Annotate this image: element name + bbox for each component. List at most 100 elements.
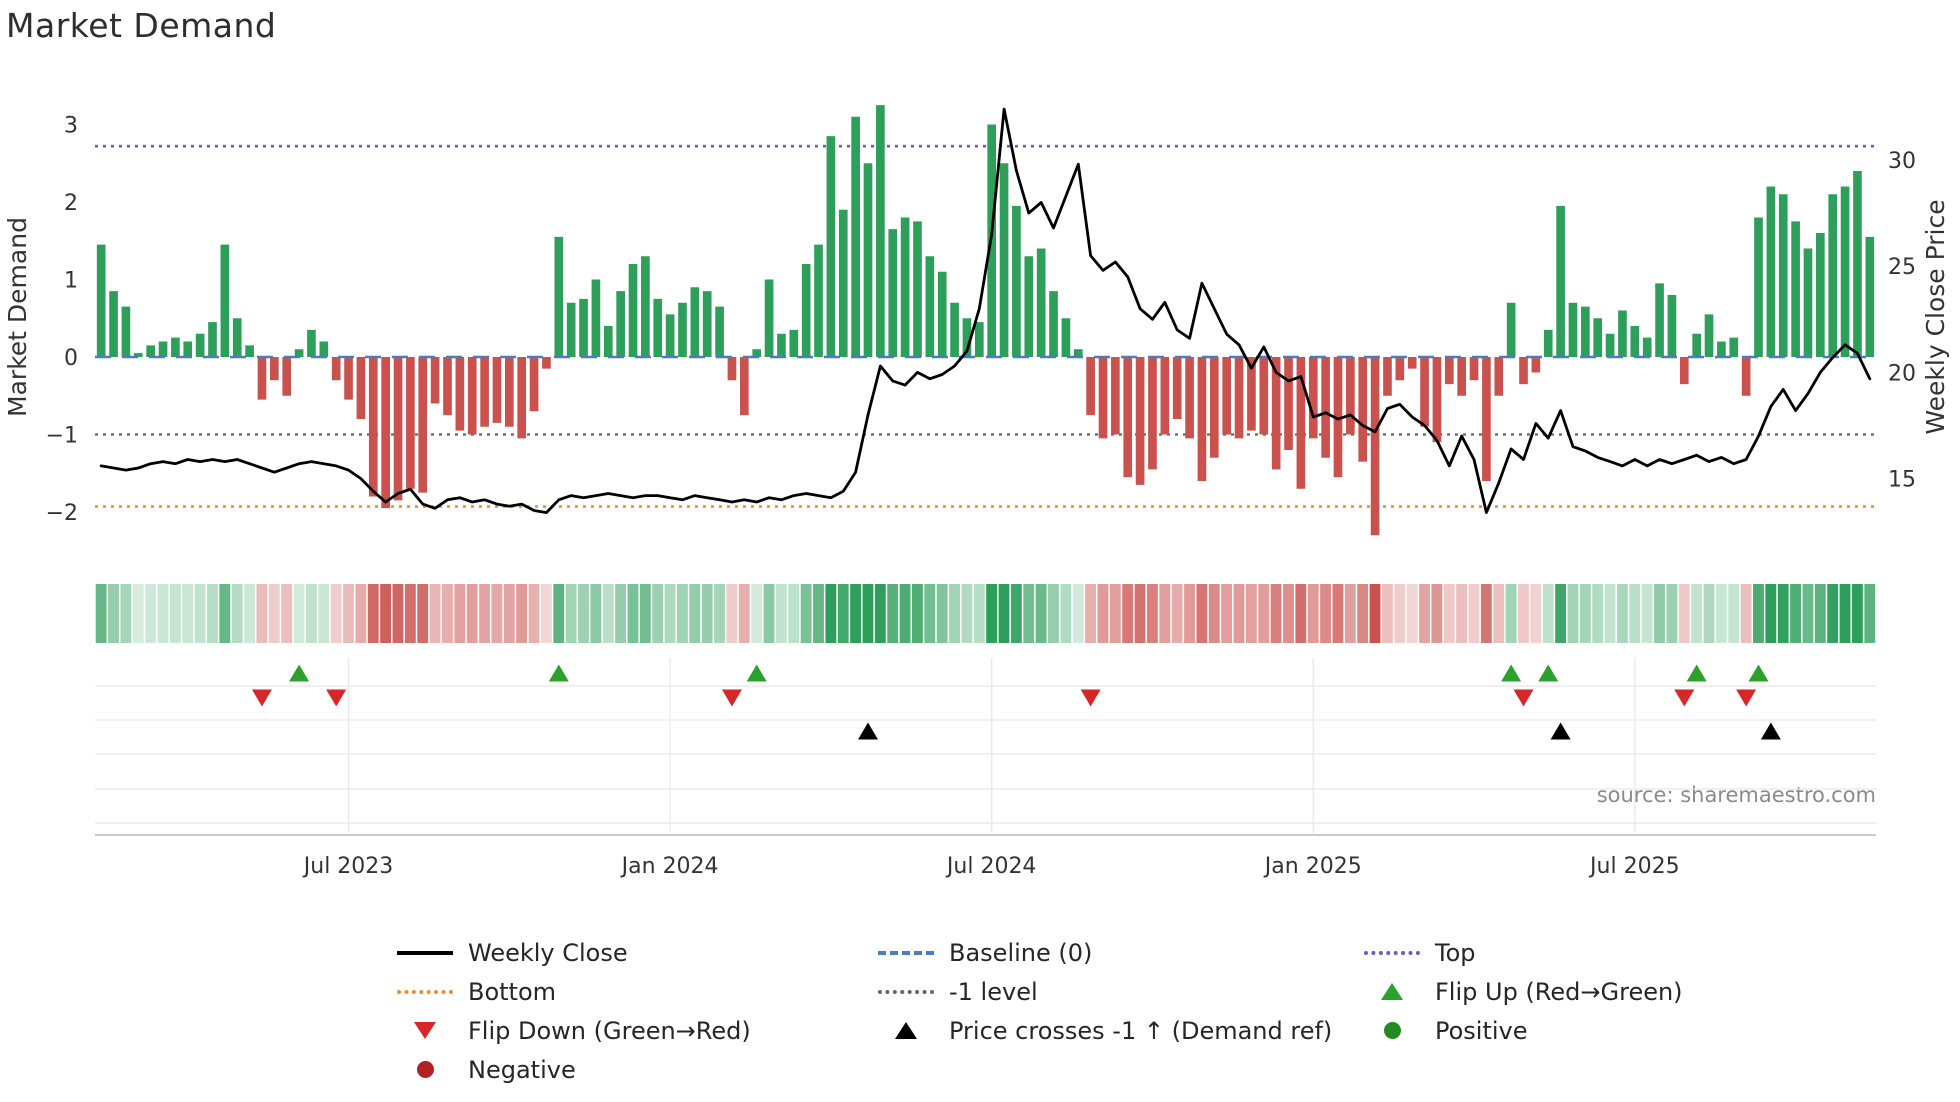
heatmap-cell bbox=[1604, 584, 1616, 643]
heatmap-cell bbox=[652, 584, 664, 643]
demand-bar bbox=[838, 209, 848, 357]
heatmap-cell bbox=[1765, 584, 1777, 643]
demand-bar bbox=[368, 357, 378, 497]
x-axis-tick: Jul 2025 bbox=[1588, 854, 1680, 879]
demand-bar bbox=[1704, 314, 1714, 357]
demand-bar bbox=[1333, 357, 1343, 478]
heatmap-cell bbox=[1010, 584, 1022, 643]
demand-bar bbox=[913, 221, 922, 357]
heatmap-cell bbox=[1344, 584, 1356, 643]
heatmap-cell bbox=[1468, 584, 1480, 643]
heatmap-cell bbox=[1146, 584, 1158, 643]
right-axis-tick: 30 bbox=[1888, 149, 1916, 174]
heatmap-cell bbox=[417, 584, 429, 643]
demand-bar bbox=[220, 244, 230, 357]
demand-bar bbox=[1358, 357, 1368, 462]
heatmap-cell bbox=[244, 584, 255, 643]
heatmap-cell bbox=[343, 584, 354, 643]
demand-bar bbox=[665, 314, 675, 357]
legend-item: Top bbox=[1364, 933, 1683, 972]
demand-bar bbox=[245, 345, 254, 357]
demand-bar bbox=[962, 318, 972, 357]
demand-bar bbox=[1655, 283, 1664, 357]
demand-bar bbox=[937, 271, 947, 357]
heatmap-cell bbox=[1654, 584, 1665, 643]
heatmap-cell bbox=[1839, 584, 1851, 643]
heatmap-cell bbox=[949, 584, 960, 643]
demand-bar bbox=[1024, 256, 1034, 357]
demand-bar bbox=[1543, 329, 1553, 357]
heatmap-cell bbox=[1666, 584, 1678, 643]
demand-bar bbox=[195, 333, 205, 357]
heatmap-cell bbox=[986, 584, 998, 643]
demand-bar bbox=[1234, 357, 1244, 439]
demand-bar bbox=[1853, 171, 1862, 357]
demand-bar bbox=[1123, 357, 1133, 478]
heatmap-cell bbox=[442, 584, 453, 643]
heatmap-cell bbox=[602, 584, 614, 643]
reference-lines-layer bbox=[95, 144, 1876, 508]
heatmap-cell bbox=[1480, 584, 1492, 643]
demand-bar bbox=[1172, 357, 1182, 419]
heatmap-cell bbox=[887, 584, 899, 643]
line-icon bbox=[397, 950, 453, 955]
demand-bar bbox=[1284, 357, 1293, 450]
heatmap-cell bbox=[157, 584, 169, 643]
demand-bar bbox=[1803, 248, 1813, 357]
demand-bar bbox=[1494, 357, 1504, 396]
demand-bar bbox=[554, 236, 564, 357]
demand-bar bbox=[356, 357, 366, 419]
flip-down-marker bbox=[1736, 689, 1757, 707]
tri-down-icon bbox=[414, 1022, 436, 1039]
heatmap-cell bbox=[1184, 584, 1195, 643]
demand-bar bbox=[1605, 333, 1615, 357]
heatmap-cell bbox=[1431, 584, 1443, 643]
demand-bar bbox=[801, 264, 811, 357]
demand-bar bbox=[1865, 236, 1875, 357]
heatmap-cell bbox=[1629, 584, 1641, 643]
heatmap-cell bbox=[392, 584, 404, 643]
heatmap-cell bbox=[256, 584, 268, 643]
demand-bar bbox=[1111, 357, 1120, 435]
demand-bar bbox=[121, 306, 131, 357]
heatmap-cell bbox=[491, 584, 503, 643]
heatmap-cell bbox=[120, 584, 132, 643]
heatmap-cell bbox=[1208, 584, 1220, 643]
demand-bar bbox=[1420, 357, 1429, 427]
legend-dot-swatch-icon bbox=[397, 1061, 453, 1078]
heatmap-cell bbox=[1295, 584, 1307, 643]
demand-bar bbox=[1593, 318, 1603, 357]
demand-bar bbox=[1766, 186, 1776, 357]
demand-bar bbox=[925, 256, 935, 357]
heatmap-cell bbox=[1196, 584, 1208, 643]
heatmap-cell bbox=[1072, 584, 1084, 643]
heatmap-cell bbox=[1320, 584, 1332, 643]
flip-down-marker bbox=[251, 689, 272, 707]
page-title: Market Demand bbox=[6, 6, 277, 45]
heatmap-cell bbox=[429, 584, 441, 643]
heatmap-cell bbox=[1381, 584, 1393, 643]
demand-bar bbox=[1407, 357, 1417, 369]
demand-bar bbox=[851, 116, 860, 357]
axis-ticks-layer: 3 2 1 0 −1 −2 30 25 20 15 Jul 2023 Jan 2024 Jul 2024… bbox=[46, 114, 1916, 880]
heatmap-cell bbox=[367, 584, 379, 643]
demand-bar bbox=[999, 163, 1009, 357]
heatmap-cell bbox=[219, 584, 231, 643]
flip-down-marker bbox=[1513, 689, 1534, 707]
heatmap-cell bbox=[800, 584, 812, 643]
heatmap-cell bbox=[837, 584, 849, 643]
heatmap-cell bbox=[1171, 584, 1183, 643]
dotted-icon bbox=[878, 989, 934, 994]
demand-bar bbox=[1222, 357, 1232, 435]
flip-up-marker bbox=[746, 664, 767, 682]
legend-item-label: Weekly Close bbox=[468, 938, 628, 967]
demand-bar bbox=[529, 357, 539, 412]
flip-down-marker bbox=[326, 689, 347, 707]
demand-bar bbox=[171, 337, 180, 357]
heatmap-cell bbox=[380, 584, 392, 643]
demand-bar bbox=[1160, 357, 1170, 435]
demand-bar bbox=[270, 357, 279, 381]
heatmap-cell bbox=[751, 584, 763, 643]
chart-legend: Weekly Close Bottom Flip Down (Green→Red) N… bbox=[0, 933, 1960, 1098]
